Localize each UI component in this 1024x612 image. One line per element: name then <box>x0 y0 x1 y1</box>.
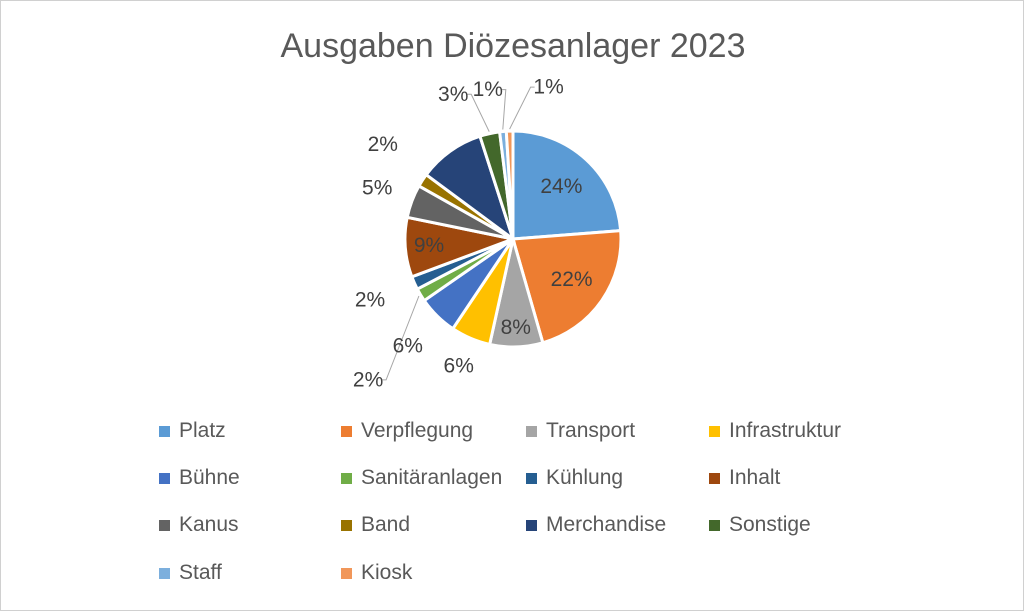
legend-item-sanitäranlagen: Sanitäranlagen <box>341 465 502 491</box>
leader-line-sanitäranlagen <box>382 295 420 381</box>
legend-label: Sonstige <box>729 513 811 536</box>
legend-swatch <box>341 567 352 579</box>
data-label-infrastruktur: 6% <box>444 354 474 377</box>
legend-swatch <box>159 567 170 579</box>
legend-label: Verpflegung <box>361 419 474 442</box>
legend-swatch <box>526 425 537 437</box>
legend-label: Kanus <box>179 513 239 536</box>
legend-item-kanus: Kanus <box>159 512 239 538</box>
data-label-kiosk: 1% <box>533 76 563 99</box>
legend-swatch <box>709 519 720 531</box>
legend-item-kühlung: Kühlung <box>526 465 623 491</box>
data-label-transport: 8% <box>501 316 531 339</box>
leader-line-sonstige <box>467 93 490 132</box>
legend-label: Infrastruktur <box>729 419 842 442</box>
legend-item-infrastruktur: Infrastruktur <box>709 418 841 444</box>
legend-swatch <box>341 425 352 437</box>
data-label-sonstige: 3% <box>438 83 468 106</box>
data-label-staff: 1% <box>473 78 503 101</box>
legend-label: Inhalt <box>729 466 781 489</box>
legend-item-transport: Transport <box>526 418 635 444</box>
data-label-platz: 24% <box>540 175 582 198</box>
pie-slice-verpflegung <box>511 228 623 345</box>
legend-label: Sanitäranlagen <box>361 466 503 489</box>
legend-item-verpflegung: Verpflegung <box>341 418 473 444</box>
data-label-verpflegung: 22% <box>551 268 593 291</box>
legend-swatch <box>526 472 537 484</box>
data-label-bühne: 6% <box>393 334 423 357</box>
legend-swatch <box>709 425 720 437</box>
legend-label: Transport <box>546 419 636 442</box>
legend-item-inhalt: Inhalt <box>709 465 780 491</box>
legend-item-band: Band <box>341 512 410 538</box>
legend-item-merchandise: Merchandise <box>526 512 666 538</box>
legend-label: Band <box>361 513 411 536</box>
legend-swatch <box>526 519 537 531</box>
data-label-inhalt: 9% <box>414 234 444 257</box>
pie-slice-platz <box>511 129 623 241</box>
legend-swatch <box>709 472 720 484</box>
legend-label: Kühlung <box>546 466 624 489</box>
legend-swatch <box>159 425 170 437</box>
data-label-band: 2% <box>368 133 398 156</box>
leader-line-staff <box>501 89 507 130</box>
legend-label: Staff <box>179 561 222 584</box>
legend-item-staff: Staff <box>159 560 222 586</box>
legend-label: Bühne <box>179 466 240 489</box>
leader-line-kiosk <box>509 86 535 130</box>
chart-title: Ausgaben Diözesanlager 2023 <box>280 27 746 65</box>
legend-swatch <box>159 472 170 484</box>
legend-swatch <box>341 472 352 484</box>
legend-label: Platz <box>179 419 226 442</box>
data-label-sanitäranlagen: 2% <box>353 368 383 391</box>
legend-item-bühne: Bühne <box>159 465 240 491</box>
legend-swatch <box>159 519 170 531</box>
data-label-kanus: 5% <box>362 177 392 200</box>
legend-swatch <box>341 519 352 531</box>
legend-label: Kiosk <box>361 561 413 584</box>
data-label-kühlung: 2% <box>355 289 385 312</box>
legend-item-kiosk: Kiosk <box>341 560 412 586</box>
legend-item-platz: Platz <box>159 418 226 444</box>
pie-slice-kiosk <box>504 129 515 240</box>
legend-item-sonstige: Sonstige <box>709 512 811 538</box>
legend-label: Merchandise <box>546 513 667 536</box>
